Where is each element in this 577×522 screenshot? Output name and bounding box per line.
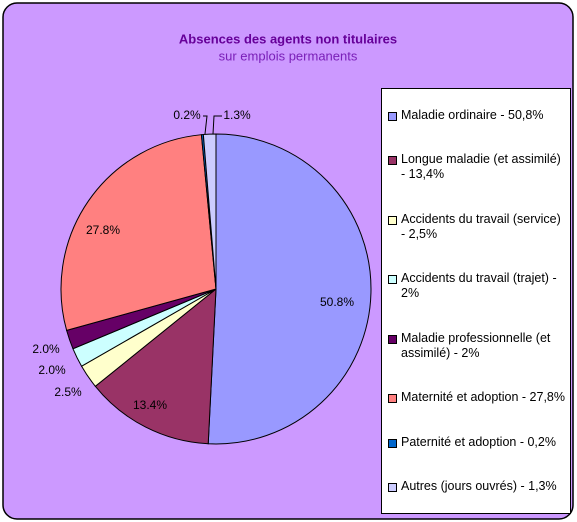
legend-item: Accidents du travail (trajet) - 2% xyxy=(388,271,566,301)
data-label: 2.0% xyxy=(38,363,66,377)
legend-swatch xyxy=(388,215,397,225)
legend-item: Paternité et adoption - 0,2% xyxy=(388,435,566,450)
legend-swatch xyxy=(388,334,397,344)
legend-swatch xyxy=(388,275,397,285)
pie-slice xyxy=(60,134,217,331)
legend-item: Autres (jours ouvrés) - 1,3% xyxy=(388,479,566,494)
legend-swatch xyxy=(388,394,397,404)
legend-item: Maladie ordinaire - 50,8% xyxy=(388,108,566,123)
legend-label: Accidents du travail (service) - 2,5% xyxy=(401,211,561,241)
legend: Maladie ordinaire - 50,8% Longue maladie … xyxy=(381,88,571,514)
data-label: 0.2% xyxy=(173,108,201,122)
leader-line xyxy=(212,115,222,135)
leader-line xyxy=(203,115,208,135)
legend-swatch xyxy=(388,438,397,448)
legend-swatch xyxy=(388,483,397,493)
legend-swatch xyxy=(388,156,397,166)
legend-item: Maladie professionnelle (et assimilé) - … xyxy=(388,331,566,361)
pie-slice xyxy=(202,133,217,290)
legend-item: Accidents du travail (service) - 2,5% xyxy=(388,212,566,242)
legend-swatch xyxy=(388,111,397,121)
legend-label: Accidents du travail (trajet) - 2% xyxy=(401,271,557,301)
pie-slice xyxy=(94,287,217,445)
data-label: 13.4% xyxy=(133,398,167,412)
legend-item: Longue maladie (et assimilé) - 13,4% xyxy=(388,152,566,182)
data-label: 1.3% xyxy=(223,108,251,122)
data-label: 2.0% xyxy=(32,342,60,356)
legend-item: Maternité et adoption - 27,8% xyxy=(388,390,566,405)
legend-label: Maladie ordinaire - 50,8% xyxy=(401,107,544,122)
legend-label: Maternité et adoption - 27,8% xyxy=(401,390,565,405)
legend-label: Maladie professionnelle (et assimilé) - … xyxy=(401,330,551,360)
data-label: 2.5% xyxy=(54,385,82,399)
legend-label: Autres (jours ouvrés) - 1,3% xyxy=(401,479,557,494)
pie-slice xyxy=(207,133,372,445)
chart-title: Absences des agents non titulaires xyxy=(179,31,397,46)
chart-subtitle: sur emplois permanents xyxy=(219,48,358,63)
legend-label: Paternité et adoption - 0,2% xyxy=(401,434,556,449)
legend-label: Longue maladie (et assimilé) - 13,4% xyxy=(401,152,561,182)
data-label: 50.8% xyxy=(320,295,354,309)
data-label: 27.8% xyxy=(86,223,120,237)
